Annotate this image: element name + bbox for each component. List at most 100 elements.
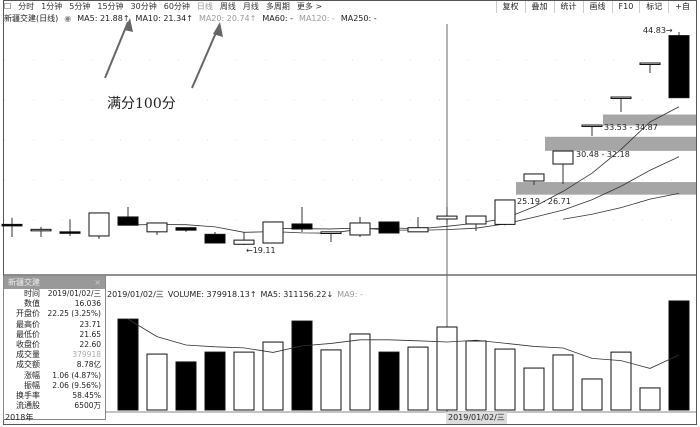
volume-bar [378,351,400,411]
close-icon[interactable]: × [94,278,101,287]
info-key: 成交量 [16,350,40,360]
info-value: 2.06 (9.56%) [52,380,101,390]
period-15min[interactable]: 15分钟 [97,2,124,11]
candle-body [349,222,371,236]
info-value: 22.60 [79,340,101,350]
volume-bar [146,353,168,411]
volume-bar [668,300,690,411]
period-1min[interactable]: 1分钟 [41,2,63,11]
info-value: 6500万 [74,401,101,411]
info-row: 换手率 58.45% [4,391,105,401]
info-value: 58.45% [72,391,101,401]
info-key: 振幅 [24,380,40,390]
ma10-value: MA10: 21.34↑ [135,14,193,23]
draw-button[interactable]: 画线 [582,1,612,13]
volume-bar [233,351,255,411]
candle-body [610,96,632,100]
ma5-line [127,106,680,234]
candle-body [465,215,487,225]
period-multi[interactable]: 多周期 [265,2,290,11]
volume-bar [610,351,632,411]
info-row: 成交额 8.78亿 [4,360,105,370]
period-5min[interactable]: 5分钟 [69,2,91,11]
candle-body [639,62,661,66]
info-value: 23.71 [79,319,101,329]
info-panel-header[interactable]: 新疆交建 × [4,276,105,289]
info-key: 时间 [24,289,40,298]
menu-icon[interactable]: ☐ [4,2,12,11]
overlay-button[interactable]: 叠加 [524,1,554,13]
volume-bar [465,340,487,411]
info-row: 涨幅 1.06 (4.87%) [4,371,105,381]
candle-body [117,216,139,226]
info-key: 数值 [24,299,40,309]
settings-icon[interactable]: ◉ [64,14,72,23]
info-row: 收盘价 22.60 [4,340,105,350]
volume-bar [581,378,603,411]
candle-body [204,233,226,244]
period-weekly[interactable]: 周线 [219,2,236,11]
info-key: 成交额 [16,360,40,370]
info-key: 开盘价 [16,309,40,319]
candle-body [146,222,168,233]
gap-band [603,114,696,126]
arrow-line [191,27,219,89]
info-panel-title: 新疆交建 [8,278,40,287]
f10-button[interactable]: F10 [611,1,640,13]
period-monthly[interactable]: 月线 [242,2,259,11]
candle-body [581,124,603,128]
candle-body [262,221,284,244]
gap-label-1: 25.19 - 26.71 [517,197,571,206]
volume-bar [407,346,429,411]
volume-header: 2019/01/02/三 VOLUME: 379918.13↑ MA5: 311… [107,290,363,300]
info-key: 涨幅 [24,370,40,380]
axis-cursor-date: 2019/01/02/三 [446,412,507,424]
adjust-button[interactable]: 复权 [495,1,525,13]
info-key: 最低价 [16,329,40,339]
info-value: 2019/01/02/三 [47,289,101,298]
volume-bar [552,354,574,411]
period-30min[interactable]: 30分钟 [130,2,157,11]
info-row: 最低价 21.65 [4,330,105,340]
candle-body [552,150,574,165]
candle-body [407,227,429,233]
candle-body [175,227,197,231]
volume-bar [523,367,545,411]
ma-legend: 新疆交建(日线) ◉ MA5: 21.88↑ MA10: 21.34↑ MA20… [4,13,377,24]
volume-date: 2019/01/02/三 [107,290,164,299]
stock-title: 新疆交建(日线) [4,14,59,23]
stats-button[interactable]: 统计 [553,1,583,13]
info-value: 22.25 (3.25%) [47,309,101,319]
info-key: 流通股 [16,401,40,411]
candle-body [233,239,255,245]
period-more[interactable]: 更多 > [296,2,323,11]
volume-value: VOLUME: 379918.13↑ [167,290,257,299]
volume-bar [117,318,139,411]
candle-body [523,173,545,182]
candle-body [1,223,23,227]
add-button[interactable]: +自 [668,1,696,13]
ma60-value: MA60: - [262,14,294,23]
chart-frame [3,0,697,425]
info-value: 21.65 [79,329,101,339]
period-60min[interactable]: 60分钟 [163,2,190,11]
period-fenshi[interactable]: 分时 [18,2,35,11]
mark-button[interactable]: 标记 [639,1,668,13]
volume-bar [262,341,284,411]
candle-body [88,212,110,237]
candle-body [30,228,52,232]
info-row: 时间 2019/01/02/三 [4,289,105,299]
volume-bar [175,361,197,411]
right-toolbar: 复权 叠加 统计 画线 F10 标记 +自 [495,1,696,13]
info-row: 成交量 379918 [4,350,105,360]
candle-body [320,231,342,234]
arrow-head-icon [213,22,223,37]
volume-bar [494,348,516,411]
info-panel: 新疆交建 × 时间 2019/01/02/三 数值 16.036 开盘价 22.25 (3… [3,275,106,420]
gap-band [545,136,696,151]
period-daily[interactable]: 日线 [196,2,213,11]
axis-year: 2018年 [5,413,34,422]
candle-body [291,223,313,230]
ma250-value: MA250: - [340,14,377,23]
